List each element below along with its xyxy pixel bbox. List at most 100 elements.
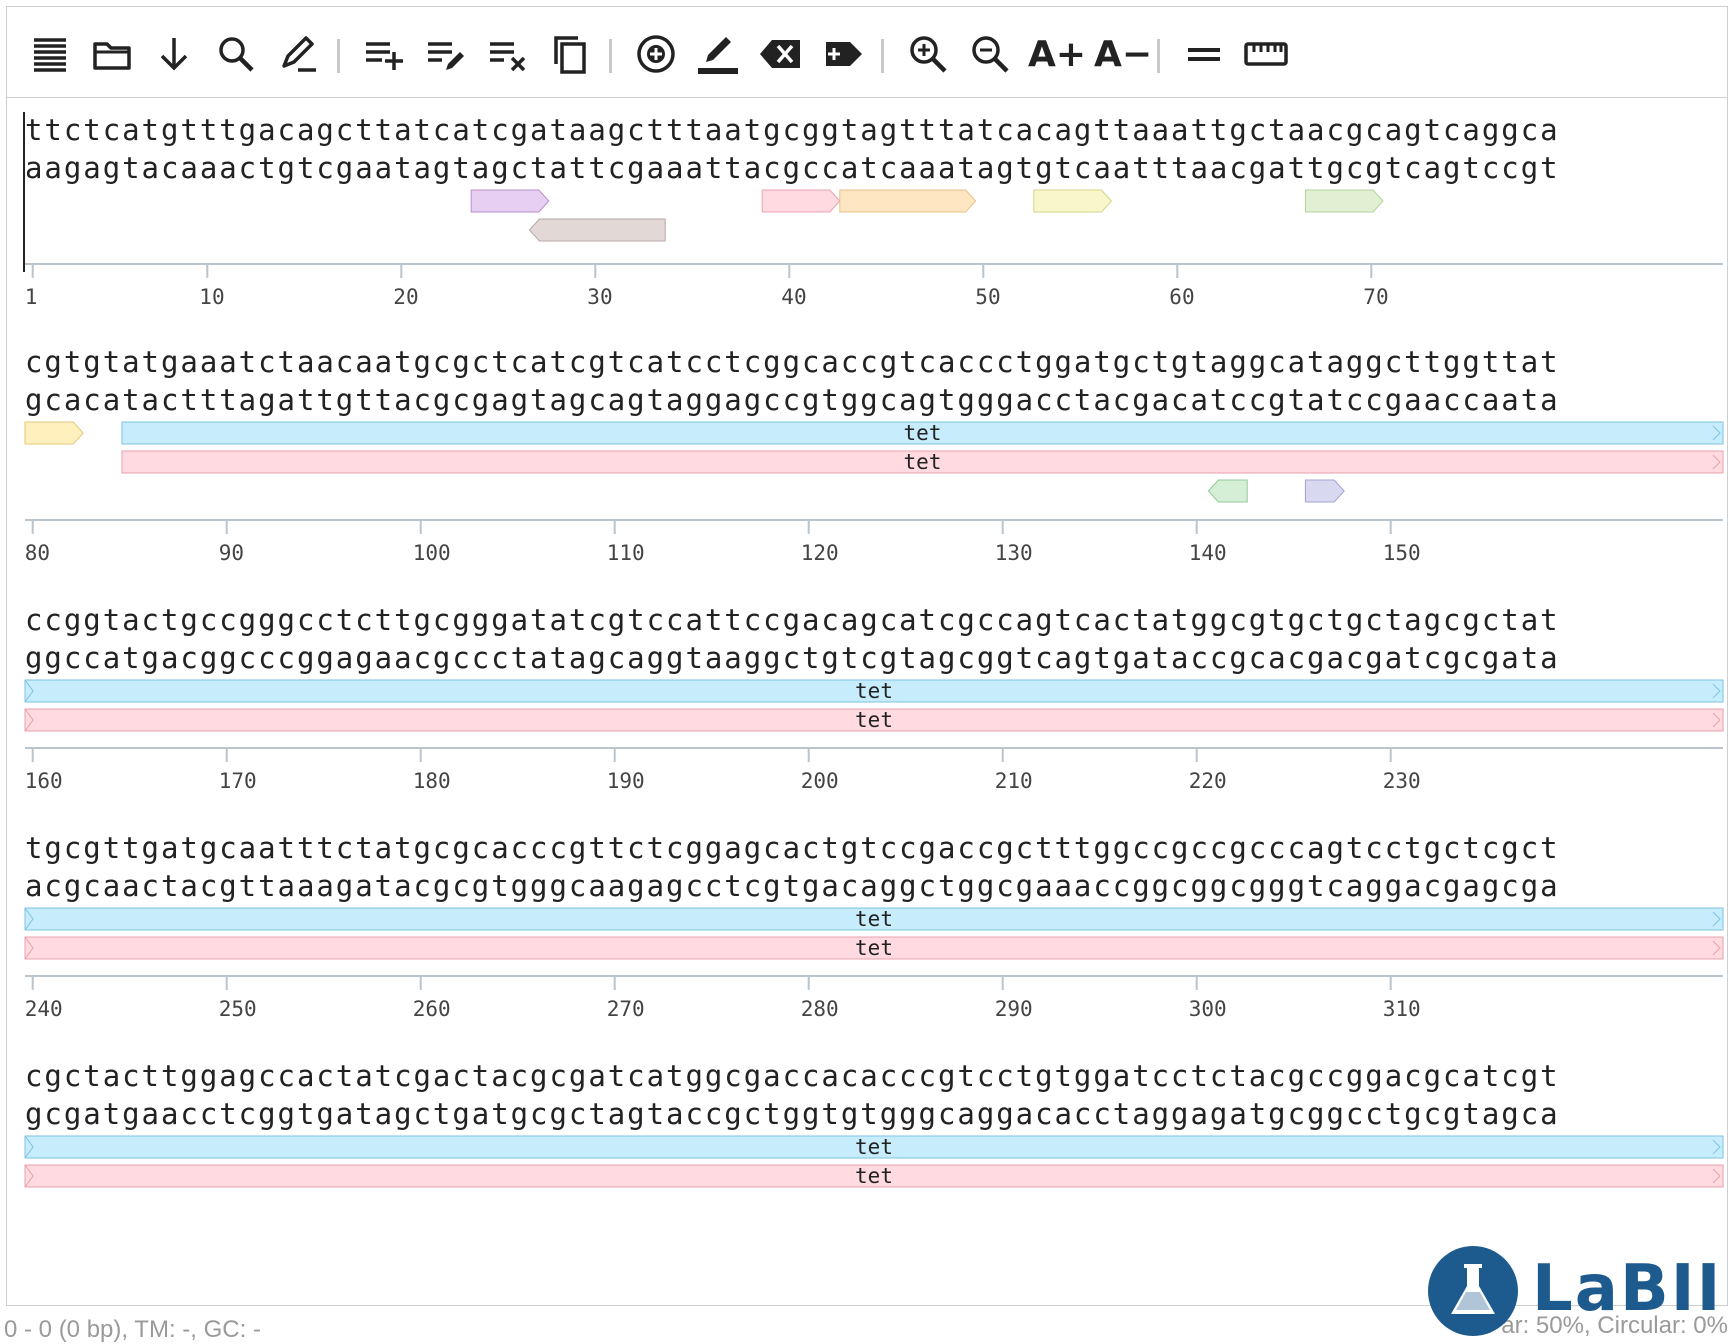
- feature-arrow[interactable]: [470, 189, 550, 213]
- add-feature-icon[interactable]: [359, 29, 409, 79]
- continuation-marker: [24, 1164, 34, 1188]
- feature-arrow[interactable]: [1304, 479, 1345, 503]
- feature-tet[interactable]: tet: [121, 421, 1724, 445]
- continuation-marker: [1712, 911, 1721, 927]
- ruler-tick-label: 190: [607, 769, 645, 793]
- sequence-row[interactable]: tgcgttgatgcaatttctatgcgcacccgttctcggagca…: [24, 831, 1724, 1021]
- ruler-tick-label: 40: [781, 285, 806, 309]
- feature-bar[interactable]: [121, 421, 1724, 445]
- top-strand[interactable]: cgtgtatgaaatctaacaatgcgctcatcgtcatcctcgg…: [25, 345, 1558, 379]
- bottom-strand[interactable]: aagagtacaaactgtcgaatagtagctattcgaaattacg…: [25, 151, 1558, 185]
- feature-arrow[interactable]: [761, 189, 841, 213]
- feature-tet[interactable]: tet: [24, 679, 1724, 703]
- ruler-tick-label: 100: [413, 541, 451, 565]
- edit-icon[interactable]: [273, 29, 323, 79]
- sequence-map[interactable]: ttctcatgtttgacagcttatcatcgataagctttaatgc…: [7, 98, 1728, 1306]
- add-label-icon[interactable]: [817, 29, 867, 79]
- continuation-marker: [24, 679, 34, 703]
- ruler-tick-label: 280: [801, 997, 839, 1021]
- ruler-tick-label: 110: [607, 541, 645, 565]
- feature-label: tet: [904, 421, 942, 445]
- feature-tet[interactable]: tet: [24, 907, 1724, 931]
- ruler-tick-label: 1: [25, 285, 38, 309]
- continuation-marker: [24, 936, 34, 960]
- bottom-strand[interactable]: gcgatgaacctcggtgatagctgatgcgctagtaccgctg…: [25, 1097, 1558, 1131]
- ruler-tick-label: 120: [801, 541, 839, 565]
- sequence-row[interactable]: cgtgtatgaaatctaacaatgcgctcatcgtcatcctcgg…: [24, 345, 1724, 565]
- bottom-strand[interactable]: acgcaactacgttaaagatacgcgtgggcaagagcctcgt…: [25, 869, 1558, 903]
- ruler-tick-label: 90: [219, 541, 244, 565]
- open-folder-icon[interactable]: [87, 29, 137, 79]
- sequence-row[interactable]: cgctacttggagccactatcgactacgcgatcatggcgac…: [24, 1059, 1724, 1188]
- font-decrease-icon[interactable]: A−: [1093, 33, 1153, 75]
- ruler-tick-label: 10: [199, 285, 224, 309]
- top-strand[interactable]: cgctacttggagccactatcgactacgcgatcatggcgac…: [25, 1059, 1558, 1093]
- feature-bar[interactable]: [24, 1135, 1724, 1159]
- sequence-row[interactable]: ttctcatgtttgacagcttatcatcgataagctttaatgc…: [25, 113, 1723, 309]
- feature-bar[interactable]: [24, 907, 1724, 931]
- sequence-panel[interactable]: ttctcatgtttgacagcttatcatcgataagctttaatgc…: [6, 98, 1728, 1306]
- ruler-tick-label: 20: [393, 285, 418, 309]
- ruler-tick-label: 290: [995, 997, 1033, 1021]
- continuation-marker: [1712, 940, 1721, 956]
- top-strand[interactable]: ttctcatgtttgacagcttatcatcgataagctttaatgc…: [25, 113, 1558, 147]
- ruler-tick-label: 160: [25, 769, 63, 793]
- highlight-pen-icon[interactable]: [693, 29, 743, 79]
- feature-tet[interactable]: tet: [24, 708, 1724, 732]
- ruler-tick-label: 30: [587, 285, 612, 309]
- copy-icon[interactable]: [545, 29, 595, 79]
- circle-plus-icon[interactable]: [631, 29, 681, 79]
- ruler-tick-label: 300: [1189, 997, 1227, 1021]
- feature-tet[interactable]: tet: [24, 936, 1724, 960]
- ruler-tick-label: 150: [1383, 541, 1421, 565]
- feature-label: tet: [855, 679, 893, 703]
- download-icon[interactable]: [149, 29, 199, 79]
- feature-bar[interactable]: [24, 679, 1724, 703]
- ruler-tick-label: 220: [1189, 769, 1227, 793]
- ruler-tick-label: 260: [413, 997, 451, 1021]
- feature-bar[interactable]: [24, 1164, 1724, 1188]
- zoom-in-icon[interactable]: [903, 29, 953, 79]
- feature-arrow[interactable]: [528, 218, 666, 242]
- continuation-marker: [1712, 1168, 1721, 1184]
- feature-tet[interactable]: tet: [24, 1164, 1724, 1188]
- backspace-delete-icon[interactable]: [755, 29, 805, 79]
- feature-bar[interactable]: [24, 936, 1724, 960]
- feature-bar[interactable]: [121, 450, 1724, 474]
- feature-arrow[interactable]: [1304, 189, 1384, 213]
- ruler-icon[interactable]: [1241, 29, 1291, 79]
- continuation-marker: [1712, 425, 1721, 441]
- feature-tet[interactable]: tet: [24, 1135, 1724, 1159]
- toolbar-separator: [609, 39, 612, 73]
- remove-feature-icon[interactable]: [483, 29, 533, 79]
- bottom-strand[interactable]: gcacatactttagattgttacgcgagtagcagtaggagcc…: [25, 383, 1558, 417]
- feature-label: tet: [904, 450, 942, 474]
- ruler-tick-label: 140: [1189, 541, 1227, 565]
- feature-arrow[interactable]: [1033, 189, 1113, 213]
- selection-status: 0 - 0 (0 bp), TM: -, GC: -: [4, 1316, 261, 1343]
- edit-feature-icon[interactable]: [421, 29, 471, 79]
- feature-bar[interactable]: [24, 708, 1724, 732]
- ruler-tick-label: 250: [219, 997, 257, 1021]
- toolbar-separator: [1157, 39, 1160, 73]
- zoom-out-icon[interactable]: [965, 29, 1015, 79]
- feature-label: tet: [855, 708, 893, 732]
- feature-tet[interactable]: tet: [121, 450, 1724, 474]
- top-strand[interactable]: ccggtactgccgggcctcttgcgggatatcgtccattccg…: [25, 603, 1558, 637]
- continuation-marker: [1712, 683, 1721, 699]
- feature-arrow[interactable]: [1207, 479, 1248, 503]
- double-strand-icon[interactable]: [1179, 29, 1229, 79]
- ruler-tick-label: 210: [995, 769, 1033, 793]
- toolbar-separator: [881, 39, 884, 73]
- bottom-strand[interactable]: ggccatgacggcccggagaacgccctatagcaggtaaggc…: [25, 641, 1558, 675]
- sequence-view-icon[interactable]: [25, 29, 75, 79]
- font-increase-icon[interactable]: A+: [1027, 33, 1087, 75]
- search-icon[interactable]: [211, 29, 261, 79]
- feature-arrow[interactable]: [839, 189, 977, 213]
- top-strand[interactable]: tgcgttgatgcaatttctatgcgcacccgttctcggagca…: [25, 831, 1558, 865]
- feature-arrow[interactable]: [24, 421, 84, 445]
- ruler-tick-label: 200: [801, 769, 839, 793]
- sequence-row[interactable]: ccggtactgccgggcctcttgcgggatatcgtccattccg…: [24, 603, 1724, 793]
- continuation-marker: [24, 708, 34, 732]
